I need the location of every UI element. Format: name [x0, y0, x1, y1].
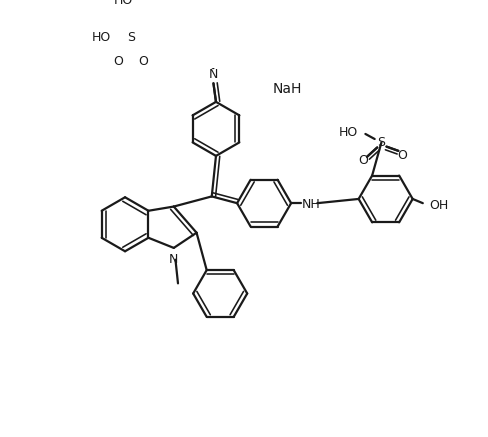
- Text: S: S: [377, 136, 385, 149]
- Text: O: O: [357, 154, 367, 167]
- Text: O: O: [113, 55, 123, 68]
- Text: O: O: [139, 55, 148, 68]
- Text: HO: HO: [91, 31, 110, 44]
- Text: N: N: [169, 253, 178, 266]
- Text: HO: HO: [113, 0, 132, 7]
- Text: O: O: [397, 149, 407, 162]
- Text: HO: HO: [338, 126, 357, 139]
- Text: N: N: [208, 68, 218, 81]
- Text: S: S: [127, 31, 135, 44]
- Text: NaH: NaH: [272, 82, 301, 96]
- Text: NH: NH: [302, 198, 320, 212]
- Text: OH: OH: [428, 199, 448, 212]
